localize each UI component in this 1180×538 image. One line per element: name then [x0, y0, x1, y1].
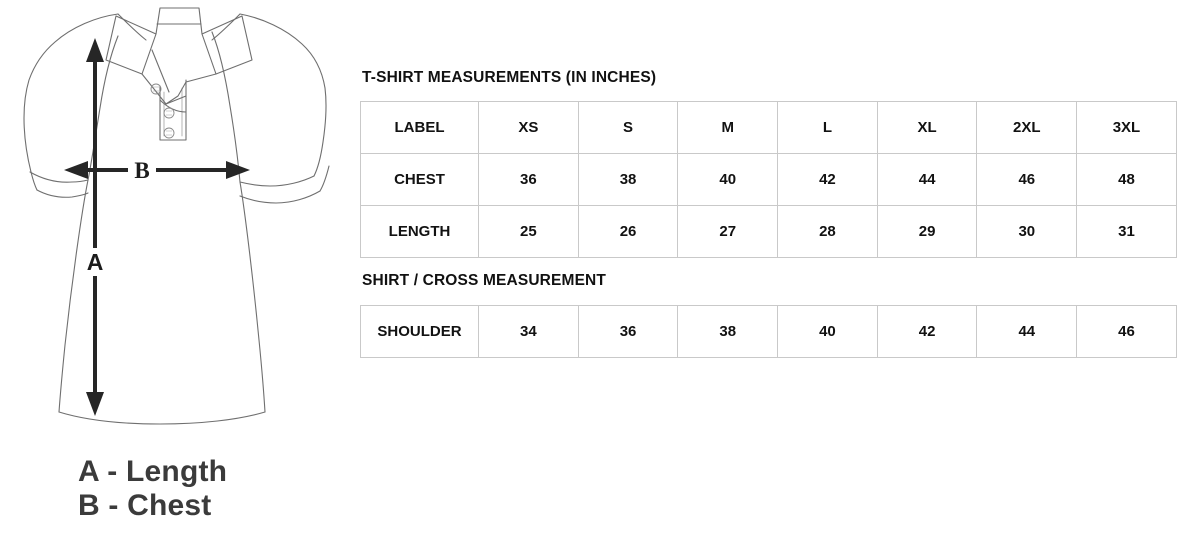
measurement-legend: A - Length B - Chest [78, 455, 227, 522]
cell-length-l: 28 [777, 205, 878, 258]
measurements-heading: T-SHIRT MEASUREMENTS (IN INCHES) [362, 69, 657, 86]
length-arrow-label: A [87, 249, 104, 275]
cell-shoulder-3xl: 46 [1076, 305, 1177, 358]
column-header-xl: XL [876, 101, 978, 154]
cell-chest-xs: 36 [478, 153, 579, 206]
table-header-row: LABEL XS S M L XL 2XL 3XL [360, 101, 1177, 154]
column-header-m: M [677, 101, 779, 154]
column-header-label: LABEL [360, 101, 479, 154]
placket-buttons [150, 83, 175, 139]
measurements-table: LABEL XS S M L XL 2XL 3XL CHEST 36 38 40… [360, 101, 1177, 258]
legend-line-length: A - Length [78, 455, 228, 488]
column-header-s: S [577, 101, 679, 154]
row-label-shoulder: SHOULDER [360, 305, 479, 358]
cell-chest-3xl: 48 [1076, 153, 1177, 206]
cell-shoulder-xl: 42 [876, 305, 978, 358]
table-row: SHOULDER 34 36 38 40 42 44 46 [360, 305, 1177, 358]
cell-shoulder-xs: 34 [478, 305, 579, 358]
table-row: LENGTH 25 26 27 28 29 30 31 [360, 205, 1177, 258]
cell-chest-l: 42 [777, 153, 878, 206]
table-row: CHEST 36 38 40 42 44 46 48 [360, 153, 1177, 206]
cell-length-m: 27 [677, 205, 779, 258]
cell-length-xl: 29 [876, 205, 978, 258]
size-tables-panel: T-SHIRT MEASUREMENTS (IN INCHES) LABEL X… [360, 0, 1180, 538]
row-label-length: LENGTH [360, 205, 479, 258]
column-header-3xl: 3XL [1076, 101, 1177, 154]
column-header-l: L [777, 101, 878, 154]
cell-length-s: 26 [577, 205, 679, 258]
cell-shoulder-s: 36 [577, 305, 679, 358]
chest-arrow-label: B [134, 158, 149, 183]
cell-length-3xl: 31 [1076, 205, 1177, 258]
cell-chest-2xl: 46 [976, 153, 1078, 206]
cell-shoulder-l: 40 [777, 305, 878, 358]
cell-shoulder-2xl: 44 [976, 305, 1078, 358]
cell-length-xs: 25 [478, 205, 579, 258]
cell-chest-m: 40 [677, 153, 779, 206]
length-arrow: A [86, 38, 104, 416]
polo-shirt-line-drawing: A B [23, 7, 330, 425]
legend-line-chest: B - Chest [78, 488, 212, 522]
cell-length-2xl: 30 [976, 205, 1078, 258]
column-header-2xl: 2XL [976, 101, 1078, 154]
shoulder-table: SHOULDER 34 36 38 40 42 44 46 [360, 305, 1177, 358]
cell-chest-s: 38 [577, 153, 679, 206]
cell-chest-xl: 44 [876, 153, 978, 206]
shirt-illustration-panel: A B A - Length B - Chest [0, 0, 350, 538]
shoulder-heading: SHIRT / CROSS MEASUREMENT [362, 272, 607, 289]
chest-arrow: B [64, 158, 250, 183]
row-label-chest: CHEST [360, 153, 479, 206]
column-header-xs: XS [478, 101, 579, 154]
cell-shoulder-m: 38 [677, 305, 779, 358]
